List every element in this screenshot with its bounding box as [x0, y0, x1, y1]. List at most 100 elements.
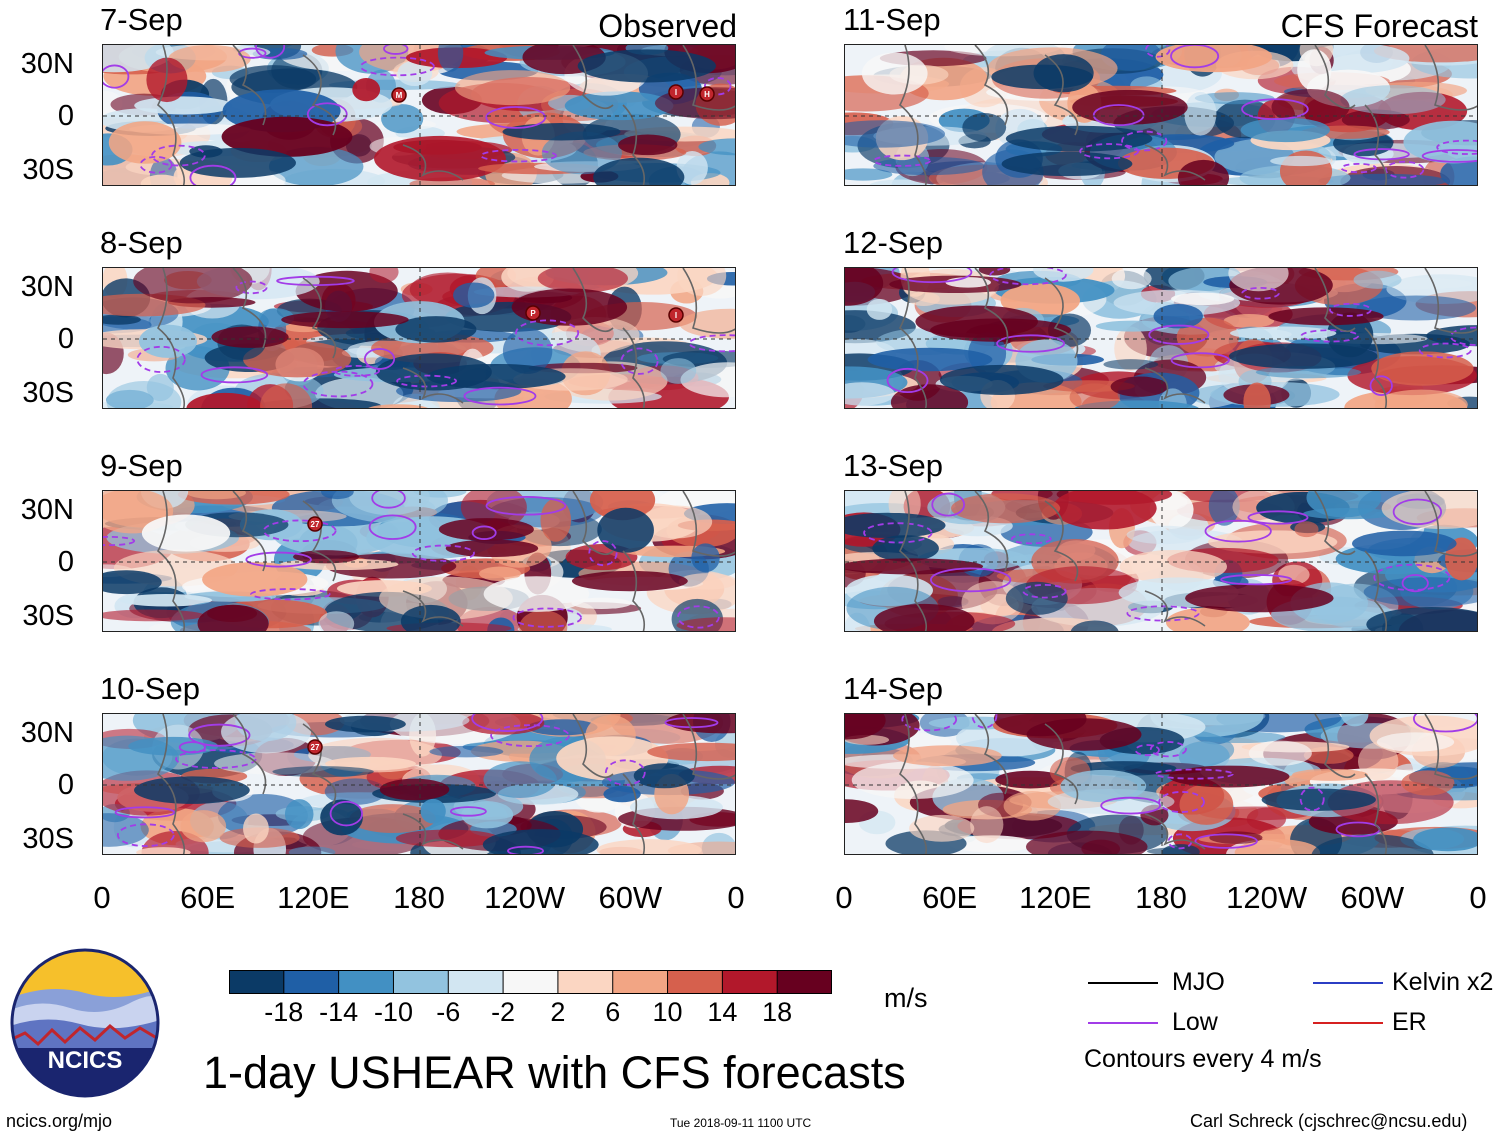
- low-contour: [1392, 498, 1443, 526]
- coastline: [1314, 714, 1356, 779]
- storm-marker-label: I: [675, 311, 677, 320]
- coastline: [622, 773, 646, 854]
- colorbar-tick-label: 6: [605, 997, 621, 1027]
- coastline: [402, 813, 464, 850]
- shear-blob: [676, 151, 708, 185]
- shear-blob: [541, 131, 622, 175]
- shear-blob: [571, 597, 632, 609]
- low-contour: [703, 77, 732, 96]
- shear-blob: [133, 268, 253, 304]
- low-contour: [1149, 741, 1187, 758]
- low-contour: [1121, 130, 1168, 152]
- shear-blob: [221, 714, 312, 754]
- coastline: [1044, 500, 1079, 582]
- low-contour: [333, 364, 381, 377]
- lon-label-0: 0: [1469, 880, 1487, 915]
- low-contour: [188, 723, 251, 747]
- shear-blob: [537, 268, 628, 293]
- shear-blob: [136, 847, 191, 854]
- shear-blob: [483, 761, 557, 799]
- shear-blob: [1356, 295, 1477, 321]
- low-contour: [886, 367, 929, 394]
- coastline: [156, 491, 186, 631]
- coastline: [622, 327, 646, 408]
- lat-label-30s: 30S: [22, 377, 74, 409]
- low-contour: [891, 268, 973, 284]
- low-contour: [1369, 375, 1393, 396]
- lon-label-0: 0: [727, 880, 745, 915]
- shear-blob: [867, 347, 993, 372]
- shear-blob: [1155, 45, 1273, 73]
- shear-blob: [679, 308, 735, 339]
- coastline: [156, 45, 186, 185]
- coastline: [1424, 714, 1477, 780]
- shear-core: [426, 363, 566, 390]
- shear-blob: [1294, 521, 1319, 538]
- shear-core: [1001, 151, 1133, 177]
- low-contour: [245, 551, 312, 568]
- low-contour: [485, 106, 547, 129]
- coastline: [232, 491, 267, 572]
- lon-label-60e: 60E: [922, 880, 978, 915]
- storm-marker-label: P: [530, 309, 536, 318]
- storm-marker-label: I: [675, 88, 677, 97]
- shear-blob: [1270, 155, 1332, 167]
- low-contour: [151, 144, 206, 167]
- coastline: [1144, 813, 1206, 850]
- colorbar-swatch: [557, 970, 614, 994]
- map-panel-13-sep: [844, 490, 1478, 632]
- shear-core: [593, 157, 685, 185]
- coastline: [232, 714, 267, 795]
- colorbar-swatch: [612, 970, 669, 994]
- colorbar-swatch: [338, 970, 394, 994]
- storm-marker: H: [699, 86, 715, 102]
- shear-blob: [861, 52, 928, 95]
- shear-blob: [1440, 156, 1477, 185]
- low-contour: [931, 492, 966, 517]
- shear-core: [845, 512, 946, 539]
- legend-label-low: Low: [1172, 1008, 1218, 1036]
- shear-core: [179, 147, 296, 178]
- shear-core: [445, 539, 539, 558]
- coastline: [898, 268, 928, 408]
- shear-blob: [1228, 268, 1289, 292]
- shear-blob: [1278, 564, 1310, 585]
- coastline: [1424, 268, 1477, 334]
- shear-blob: [368, 404, 428, 408]
- legend-line-mjo: [1088, 982, 1158, 984]
- lon-label-180: 180: [1135, 880, 1187, 915]
- map-panel-9-sep: 27: [102, 490, 736, 632]
- low-contour: [1413, 714, 1477, 733]
- shear-blob: [260, 383, 313, 408]
- colorbar-swatch: [229, 970, 285, 994]
- shear-blob: [120, 594, 213, 607]
- legend-label-er: ER: [1392, 1008, 1427, 1036]
- colorbar-swatch: [722, 970, 778, 994]
- low-contour: [1401, 574, 1429, 593]
- shear-blob: [1271, 88, 1350, 126]
- low-contour: [996, 334, 1065, 353]
- shear-blob: [1341, 714, 1369, 727]
- low-contour: [1220, 574, 1293, 586]
- colorbar-tick-label: 14: [707, 997, 738, 1027]
- shear-blob: [103, 314, 141, 325]
- shear-blob: [1110, 376, 1168, 397]
- low-contour: [1134, 744, 1160, 757]
- shear-core: [1228, 343, 1378, 369]
- map-panel-14-sep: [844, 713, 1478, 855]
- shear-blob: [949, 835, 1034, 853]
- shear-blob: [140, 174, 183, 185]
- shear-blob: [202, 562, 308, 597]
- low-contour: [507, 845, 545, 854]
- shear-core: [134, 776, 250, 804]
- coastline: [156, 714, 186, 854]
- shear-blob: [698, 138, 735, 156]
- lat-label-0: 0: [57, 769, 74, 801]
- coastline: [1044, 723, 1079, 805]
- shear-blob: [1153, 304, 1203, 329]
- coastline: [1314, 45, 1356, 110]
- shear-blob: [106, 380, 182, 408]
- low-contour: [139, 155, 173, 174]
- logo-text: NCICS: [48, 1047, 123, 1074]
